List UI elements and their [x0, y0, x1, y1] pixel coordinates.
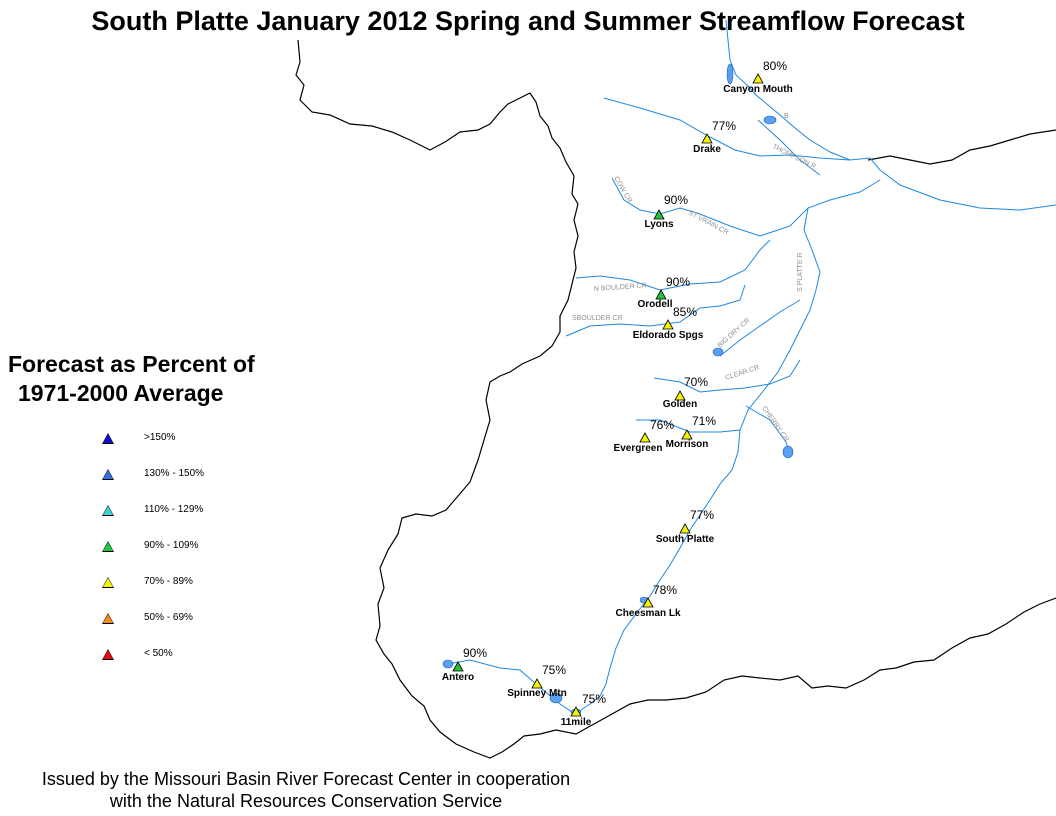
station-marker[interactable]: 70% Golden: [663, 375, 709, 410]
legend-title-line2: 1971-2000 Average: [18, 380, 224, 406]
triangle-icon: [681, 429, 693, 440]
triangle-icon: [655, 289, 667, 300]
station-percent: 78%: [653, 583, 677, 597]
station-marker[interactable]: 90% Lyons: [644, 193, 688, 230]
map-title: South Platte January 2012 Spring and Sum…: [91, 6, 965, 36]
station-percent: 80%: [763, 59, 787, 73]
legend-item-label: >150%: [144, 432, 176, 443]
river-label-cherry: CHERRY CR: [760, 405, 789, 443]
station-percent: 70%: [684, 375, 708, 389]
station-percent: 90%: [664, 193, 688, 207]
triangle-icon: [639, 432, 651, 443]
station-marker[interactable]: 76% Evergreen: [614, 418, 675, 454]
station-name: Drake: [693, 144, 721, 155]
legend-item: < 50%: [100, 644, 300, 664]
station-marker[interactable]: 77% South Platte: [656, 508, 715, 545]
station-name: Evergreen: [614, 443, 663, 454]
legend-item: 50% - 69%: [100, 608, 300, 628]
river-label-cow: COW CR: [612, 176, 633, 205]
station-percent: 85%: [673, 305, 697, 319]
river-label-s-boulder: SBOULDER CR: [572, 315, 623, 322]
triangle-icon: [570, 706, 582, 717]
triangle-icon: [102, 469, 114, 480]
station-marker[interactable]: 75% Spinney Mtn: [507, 663, 566, 699]
station-percent: 76%: [650, 418, 674, 432]
legend-item-label: 50% - 69%: [144, 612, 193, 623]
station-percent: 77%: [712, 119, 736, 133]
station-marker[interactable]: 75% 11mile: [561, 692, 607, 728]
triangle-icon: [102, 649, 114, 660]
station-name: Lyons: [644, 219, 674, 230]
triangle-icon: [752, 73, 764, 84]
station-percent: 71%: [692, 414, 716, 428]
station-percent: 90%: [463, 646, 487, 660]
station-marker[interactable]: 85% Eldorado Spgs: [633, 305, 704, 341]
station-name: Cheesman Lk: [615, 608, 680, 619]
triangle-icon: [653, 209, 665, 220]
station-name: 11mile: [561, 717, 592, 728]
station-marker[interactable]: 77% Drake: [693, 119, 736, 155]
legend-item: 70% - 89%: [100, 572, 300, 592]
triangle-icon: [102, 577, 114, 588]
station-name: Golden: [663, 399, 697, 410]
legend-item: 90% - 109%: [100, 536, 300, 556]
triangle-icon: [102, 613, 114, 624]
triangle-icon: [102, 505, 114, 516]
basin-boundary: [295, 39, 1056, 759]
station-name: Orodell: [637, 299, 672, 310]
station-name: Spinney Mtn: [507, 688, 566, 699]
station-marker[interactable]: 90% Antero: [442, 646, 487, 683]
station-marker[interactable]: 78% Cheesman Lk: [615, 583, 680, 619]
triangle-icon: [701, 133, 713, 144]
station-percent: 77%: [690, 508, 714, 522]
station-marker[interactable]: 90% Orodell: [637, 275, 690, 310]
footer-line1: Issued by the Missouri Basin River Forec…: [41, 769, 571, 789]
river-label-clear: CLEAR CR: [724, 364, 760, 382]
legend-item: 130% - 150%: [100, 464, 300, 484]
triangle-icon: [679, 523, 691, 534]
station-name: South Platte: [656, 534, 715, 545]
triangle-icon: [102, 541, 114, 552]
legend-item-label: 70% - 89%: [144, 576, 193, 587]
legend-title-line1: Forecast as Percent of: [8, 351, 255, 377]
station-marker[interactable]: 80% Canyon Mouth: [723, 59, 792, 95]
triangle-icon: [674, 390, 686, 401]
lakes: [442, 63, 794, 716]
station-name: Morrison: [666, 439, 709, 450]
triangle-icon: [102, 433, 114, 444]
triangle-icon: [452, 661, 464, 672]
basin-boundary-north: [867, 129, 1056, 165]
triangle-icon: [531, 678, 543, 689]
legend-item: 110% - 129%: [100, 500, 300, 520]
station-name: Eldorado Spgs: [633, 330, 704, 341]
station-marker[interactable]: 71% Morrison: [666, 414, 717, 450]
legend-item-label: < 50%: [144, 648, 173, 659]
river-label-cache: B: [784, 113, 789, 120]
station-name: Antero: [442, 672, 474, 683]
legend-title: Forecast as Percent of 1971-2000 Average: [8, 350, 255, 408]
station-percent: 75%: [582, 692, 606, 706]
river-label-n-boulder: N BOULDER CR: [594, 282, 647, 293]
legend-item: >150%: [100, 428, 300, 448]
footer: Issued by the Missouri Basin River Forec…: [0, 768, 612, 812]
triangle-icon: [642, 597, 654, 608]
station-percent: 90%: [666, 275, 690, 289]
triangle-icon: [662, 319, 674, 330]
station-percent: 75%: [542, 663, 566, 677]
legend-item-label: 130% - 150%: [144, 468, 205, 479]
legend-item-label: 90% - 109%: [144, 540, 199, 551]
legend-item-label: 110% - 129%: [144, 504, 204, 515]
footer-line2: with the Natural Resources Conservation …: [109, 791, 503, 811]
river-label-s-platte: S PLATTE R: [797, 252, 804, 292]
station-name: Canyon Mouth: [723, 84, 792, 95]
